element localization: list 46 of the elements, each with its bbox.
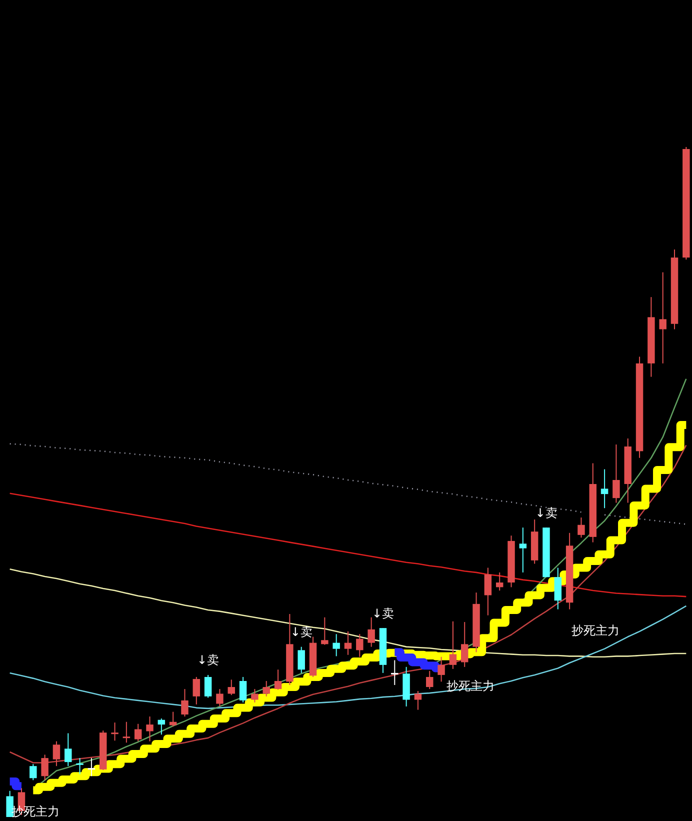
candlestick xyxy=(659,272,666,364)
candlestick xyxy=(460,622,468,668)
candlestick xyxy=(192,676,200,705)
candlestick xyxy=(239,676,247,703)
candlestick xyxy=(414,690,422,710)
candlestick xyxy=(122,721,130,744)
candlestick xyxy=(6,790,14,818)
candlestick xyxy=(52,740,60,767)
candlestick xyxy=(41,754,48,781)
candlestick xyxy=(181,688,188,717)
candlestick xyxy=(88,758,96,777)
annotation: ↓卖 xyxy=(372,606,394,620)
candlestick xyxy=(578,517,585,538)
candlestick xyxy=(391,660,398,686)
candlestick xyxy=(134,723,142,742)
candlestick xyxy=(111,722,118,742)
candlestick xyxy=(344,630,352,656)
candlestick xyxy=(612,444,620,504)
candlestick xyxy=(496,572,504,592)
candlestick xyxy=(146,716,154,742)
candlestick xyxy=(216,688,224,707)
candlestick xyxy=(484,567,492,616)
candlestick xyxy=(426,670,434,690)
candlestick xyxy=(321,616,328,646)
candlestick xyxy=(158,718,166,736)
candlestick xyxy=(368,616,375,648)
annotation: ↓卖 xyxy=(197,653,220,668)
candlestick xyxy=(76,758,84,775)
candlestick xyxy=(332,634,340,657)
candlestick xyxy=(64,732,72,767)
candlestick xyxy=(274,669,282,690)
candlestick xyxy=(228,679,236,696)
candlestick xyxy=(262,680,270,697)
candlestick xyxy=(251,688,258,703)
candlestick xyxy=(600,468,608,509)
candlestick xyxy=(519,527,527,573)
candlestick xyxy=(298,646,305,674)
candlestick xyxy=(30,764,37,781)
annotation: ↓卖 xyxy=(290,625,312,640)
candlestick xyxy=(438,656,445,682)
candlestick xyxy=(356,634,364,658)
annotation: 抄死主力 xyxy=(572,624,620,638)
candlestick xyxy=(554,567,562,610)
candlestick xyxy=(449,620,457,670)
candlestick xyxy=(204,674,212,698)
annotation: ↓卖 xyxy=(535,506,558,520)
